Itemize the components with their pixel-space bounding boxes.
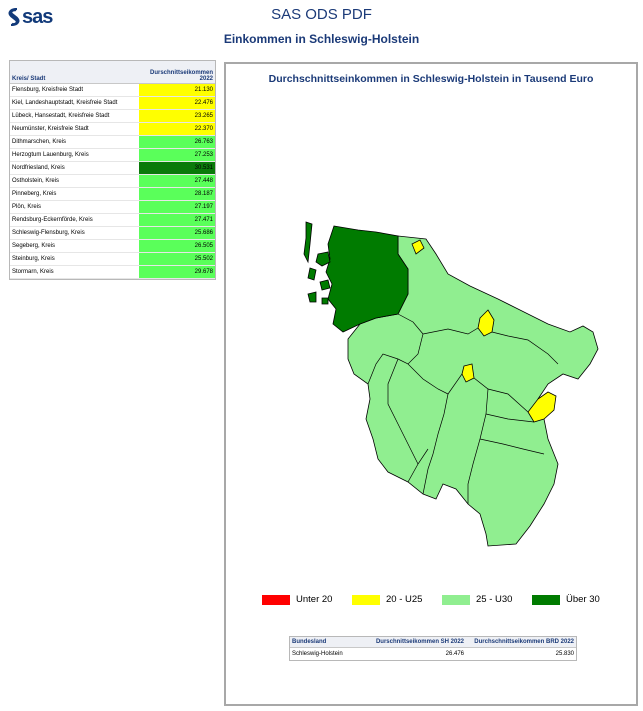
- district-name: Rendsburg-Eckernförde, Kreis: [10, 213, 139, 227]
- map-title: Durchschnittseinkommen in Schleswig-Hols…: [268, 73, 594, 85]
- district-income: 27.253: [139, 148, 215, 162]
- table-row: Steinburg, Kreis 25.502: [10, 252, 215, 266]
- district-income: 27.448: [139, 174, 215, 188]
- district-name: Neumünster, Kreisfreie Stadt: [10, 122, 139, 136]
- legend-swatch: [532, 595, 560, 605]
- report-title: SAS ODS PDF: [271, 6, 372, 23]
- state-income-sh: 26.476: [445, 651, 464, 657]
- table-row: Dithmarschen, Kreis 26.763: [10, 135, 215, 149]
- district-income-table: Kreis/ Stadt Durschnittseikommen 2022 Fl…: [9, 60, 216, 280]
- map-region-luebeck: [527, 391, 557, 423]
- schleswig-holstein-map: [303, 221, 599, 547]
- district-income: 22.476: [139, 96, 215, 110]
- table-row: Stormarn, Kreis 29.678: [10, 265, 215, 279]
- district-income: 29.678: [139, 265, 215, 279]
- state-name: Schleswig-Holstein: [292, 651, 343, 657]
- district-name: Plön, Kreis: [10, 200, 139, 214]
- table-row: Segeberg, Kreis 26.505: [10, 239, 215, 253]
- map-legend: Unter 20 20 - U25 25 - U30 Über 30: [262, 594, 622, 608]
- sas-logo-icon: [8, 8, 20, 26]
- state-income-brd: 25.830: [555, 651, 574, 657]
- table-row: Nordfriesland, Kreis 30.531: [10, 161, 215, 175]
- district-income: 26.505: [139, 239, 215, 253]
- district-name: Steinburg, Kreis: [10, 252, 139, 266]
- map-district-borders: [367, 313, 559, 504]
- legend-swatch: [262, 595, 290, 605]
- column-header-district: Kreis/ Stadt: [10, 61, 139, 84]
- table-row: Flensburg, Kreisfreie Stadt 21.130: [10, 83, 215, 97]
- district-name: Kiel, Landeshauptstadt, Kreisfreie Stadt: [10, 96, 139, 110]
- column-header-bundesland: Bundesland: [290, 637, 356, 648]
- map-island-sylt: [303, 221, 313, 264]
- table-row: Schleswig-Holstein 26.476 25.830: [290, 648, 576, 661]
- district-income: 25.502: [139, 252, 215, 266]
- table-row: Plön, Kreis 27.197: [10, 200, 215, 214]
- district-name: Ostholstein, Kreis: [10, 174, 139, 188]
- table-row: Herzogtum Lauenburg, Kreis 27.253: [10, 148, 215, 162]
- map-island-halligen: [307, 291, 329, 305]
- legend-swatch: [442, 595, 470, 605]
- district-income: 25.686: [139, 226, 215, 240]
- table-row: Schleswig-Flensburg, Kreis 25.686: [10, 226, 215, 240]
- map-island-pellworm: [319, 279, 331, 291]
- legend-swatch: [352, 595, 380, 605]
- table-row: Ostholstein, Kreis 27.448: [10, 174, 215, 188]
- sas-logo: sas: [6, 6, 66, 28]
- map-region-flensburg: [411, 239, 425, 255]
- table-row: Pinneberg, Kreis 28.187: [10, 187, 215, 201]
- district-name: Stormarn, Kreis: [10, 265, 139, 279]
- table-row: Lübeck, Hansestadt, Kreisfreie Stadt 23.2…: [10, 109, 215, 123]
- column-header-sh: Durschnittseikommen SH 2022: [356, 637, 466, 648]
- map-panel: Durchschnittseinkommen in Schleswig-Hols…: [224, 62, 638, 706]
- district-name: Lübeck, Hansestadt, Kreisfreie Stadt: [10, 109, 139, 123]
- legend-label: 20 - U25: [386, 594, 423, 605]
- district-income: 28.187: [139, 187, 215, 201]
- district-income: 23.265: [139, 109, 215, 123]
- district-name: Segeberg, Kreis: [10, 239, 139, 253]
- map-region-neumuenster: [461, 363, 475, 383]
- district-name: Pinneberg, Kreis: [10, 187, 139, 201]
- column-header-brd: Durchschnittseikommen BRD 2022: [466, 637, 576, 648]
- district-name: Herzogtum Lauenburg, Kreis: [10, 148, 139, 162]
- legend-label: 25 - U30: [476, 594, 513, 605]
- column-header-income: Durschnittseikommen 2022: [139, 61, 215, 84]
- table-row: Neumünster, Kreisfreie Stadt 22.370: [10, 122, 215, 136]
- district-name: Dithmarschen, Kreis: [10, 135, 139, 149]
- district-name: Flensburg, Kreisfreie Stadt: [10, 83, 139, 97]
- report-subtitle: Einkommen in Schleswig-Holstein: [223, 32, 420, 46]
- table-row: Rendsburg-Eckernförde, Kreis 27.471: [10, 213, 215, 227]
- table-row: Kiel, Landeshauptstadt, Kreisfreie Stadt…: [10, 96, 215, 110]
- district-income: 27.471: [139, 213, 215, 227]
- map-island-amrum: [307, 267, 317, 281]
- district-income: 26.763: [139, 135, 215, 149]
- district-income: 27.197: [139, 200, 215, 214]
- district-income: 21.130: [139, 83, 215, 97]
- district-income: 22.370: [139, 122, 215, 136]
- map-island-foehr: [315, 251, 331, 267]
- legend-label: Unter 20: [296, 594, 333, 605]
- district-income: 30.531: [139, 161, 215, 175]
- district-name: Nordfriesland, Kreis: [10, 161, 139, 175]
- map-region-nordfriesland: [325, 225, 409, 333]
- district-name: Schleswig-Flensburg, Kreis: [10, 226, 139, 240]
- state-comparison-table: Bundesland Durschnittseikommen SH 2022 D…: [289, 636, 577, 661]
- map-region-mainland: [347, 235, 599, 547]
- legend-label: Über 30: [566, 594, 600, 605]
- logo-text: sas: [22, 6, 53, 28]
